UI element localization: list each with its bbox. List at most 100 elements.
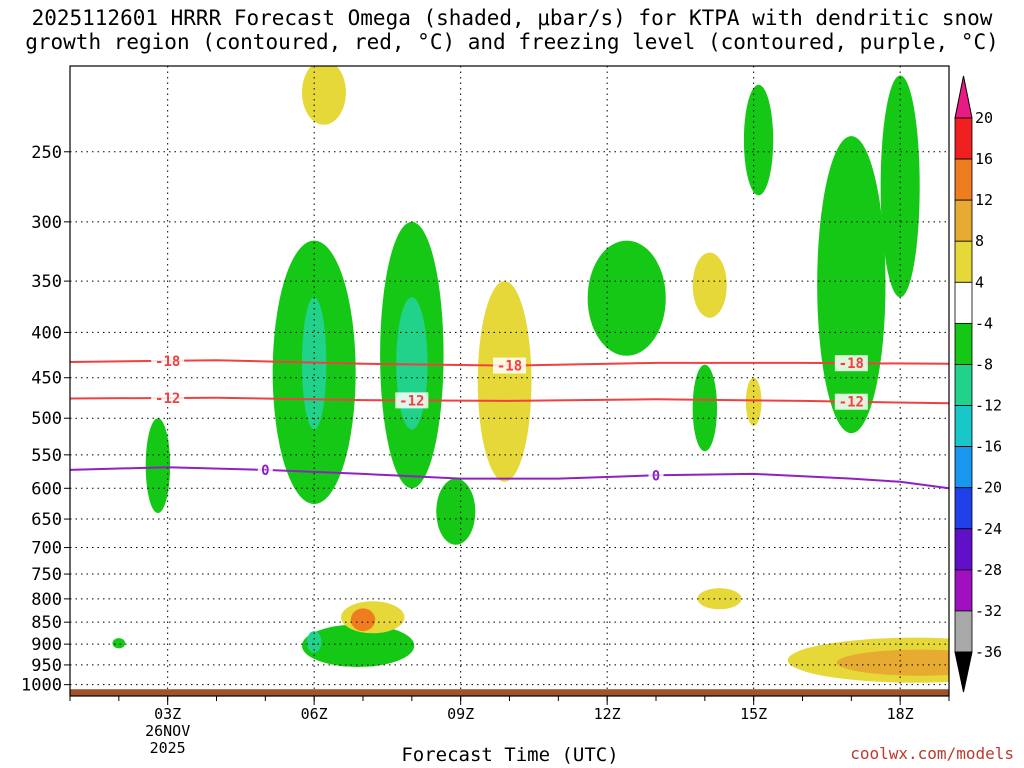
y-tick-label-750: 750 [31, 565, 62, 585]
colorbar-label-12: -32 [975, 602, 1002, 620]
dgz-minus12-line [70, 396, 949, 405]
upward-motion-1400Z-480hPa [692, 364, 718, 452]
dgz-minus12-label-bg-2 [834, 393, 868, 410]
colorbar-label-11: -28 [975, 561, 1002, 579]
dgz-minus18-label-2: -18 [839, 356, 864, 372]
colorbar-label-8: -16 [975, 438, 1002, 456]
dgz-minus12-label-2: -12 [839, 395, 864, 411]
colorbar-label-2: 12 [975, 191, 993, 209]
dgz-minus18-label-bg-0 [151, 352, 185, 369]
upward-motion-0830Z-650hPa [436, 478, 476, 545]
x-tick-label-18Z: 18Z [887, 705, 914, 723]
colorbar-bin-11 [954, 569, 973, 612]
x-tick-label-12Z: 12Z [594, 705, 621, 723]
y-tick-label-850: 850 [31, 613, 62, 633]
y-tick-label-1000: 1000 [21, 676, 62, 696]
colorbar-label-10: -24 [975, 520, 1002, 538]
freezing-level-0-label-1: 0 [652, 468, 660, 484]
colorbar-label-7: -12 [975, 397, 1002, 415]
upward-motion-1500Z-260hPa [743, 84, 774, 196]
shaded-features [112, 66, 949, 683]
grid-lines [70, 66, 949, 696]
x-axis: 26NOV 2025 03Z 06Z 09Z 12Z 15Z 18Z [69, 696, 950, 757]
freezing-level-0-label-bg-0 [257, 461, 273, 478]
colorbar-bin-6 [954, 364, 973, 406]
y-tick-label-350: 350 [31, 272, 62, 292]
y-tick-label-700: 700 [31, 539, 62, 559]
y-tick-label-500: 500 [31, 409, 62, 429]
credit-text: coolwx.com/models [850, 744, 1014, 763]
colorbar-bin-12 [954, 610, 973, 653]
y-tick-label-900: 900 [31, 635, 62, 655]
date-label-day: 26NOV [145, 722, 190, 740]
dgz-minus18-label-bg-2 [834, 355, 868, 372]
colorbar-label-5: -4 [975, 314, 993, 332]
dgz-minus12-label-0: -12 [155, 391, 180, 407]
terrain [70, 689, 949, 696]
colorbar-label-0: 20 [975, 109, 993, 127]
colorbar-label-6: -8 [975, 355, 993, 373]
freezing-level-0-label-0: 0 [261, 463, 269, 479]
upward-motion-1230Z-360hPa [587, 240, 666, 356]
y-tick-label-550: 550 [31, 446, 62, 466]
colorbar-label-3: 8 [975, 232, 984, 250]
downward-motion-1830Z-core [836, 649, 949, 676]
y-axis: 2503003504004505005506006507007508008509… [21, 143, 70, 696]
upward-motion-0252Z-500hPa [145, 418, 171, 514]
dgz-minus18-label-0: -18 [155, 354, 180, 370]
contour-labels: -18 -18 -18 -12 -12 -12 0 0 [151, 352, 868, 484]
terrain-strip [70, 689, 949, 696]
x-tick-label-09Z: 09Z [447, 705, 474, 723]
colorbar-label-9: -20 [975, 479, 1002, 497]
upward-motion-0700Z-900hPa [301, 624, 415, 667]
colorbar-bin-3 [954, 240, 973, 283]
upward-motion-1700Z-380hPa [817, 136, 886, 434]
colorbar-label-4: 4 [975, 273, 984, 291]
colorbar-top-arrow [954, 75, 973, 119]
freezing-level-0-line [70, 466, 949, 490]
colorbar-bin-0 [954, 117, 973, 160]
colorbar-bottom-arrow [954, 651, 973, 693]
colorbar-bin-5 [954, 322, 973, 365]
dgz-minus18-label-bg-1 [493, 357, 526, 374]
colorbar-bin-9 [954, 487, 973, 530]
downward-motion-0700Z-core [350, 608, 376, 632]
colorbar-label-13: -36 [975, 643, 1002, 661]
y-tick-label-600: 600 [31, 479, 62, 499]
downward-motion-0630Z-230hPa [301, 66, 346, 125]
colorbar-bin-10 [954, 528, 973, 571]
x-tick-label-06Z: 06Z [301, 705, 328, 723]
upward-motion-0100Z-900hPa [112, 638, 126, 649]
y-tick-label-800: 800 [31, 590, 62, 610]
y-tick-label-450: 450 [31, 369, 62, 389]
x-axis-label: Forecast Time (UTC) [401, 744, 619, 766]
x-tick-label-15Z: 15Z [740, 705, 767, 723]
downward-motion-1000Z-470hPa [477, 281, 532, 482]
colorbar-label-1: 16 [975, 150, 993, 168]
y-tick-label-400: 400 [31, 323, 62, 343]
date-label-year: 2025 [150, 739, 186, 757]
dgz-minus12-label-bg-0 [151, 389, 185, 406]
downward-motion-1400Z-350hPa [692, 252, 727, 318]
y-tick-label-650: 650 [31, 510, 62, 530]
dgz-minus12-label-1: -12 [399, 393, 424, 409]
title-line-2: growth region (contoured, red, °C) and f… [25, 30, 999, 54]
y-tick-label-950: 950 [31, 656, 62, 676]
colorbar-bin-4 [954, 281, 973, 324]
x-tick-label-03Z: 03Z [154, 705, 181, 723]
title-line-1: 2025112601 HRRR Forecast Omega (shaded, … [31, 6, 993, 30]
chart-title: 2025112601 HRRR Forecast Omega (shaded, … [0, 6, 1024, 54]
colorbar-bin-7 [954, 405, 973, 448]
colorbar-bin-2 [954, 199, 973, 242]
freezing-level-0-label-bg-1 [648, 467, 664, 484]
y-tick-label-300: 300 [31, 213, 62, 233]
upward-motion-0600Z-core-low [306, 631, 322, 653]
dgz-minus18-label-1: -18 [497, 359, 522, 375]
colorbar-bin-1 [954, 158, 973, 201]
upward-motion-1800Z-300hPa [880, 75, 920, 298]
colorbar: 20 16 12 8 4 -4 -8 -12 -16 -20 -24 -28 -32 -36 [954, 75, 1002, 693]
dgz-minus12-label-bg-1 [395, 392, 429, 409]
y-tick-label-250: 250 [31, 143, 62, 163]
colorbar-bin-8 [954, 446, 973, 489]
